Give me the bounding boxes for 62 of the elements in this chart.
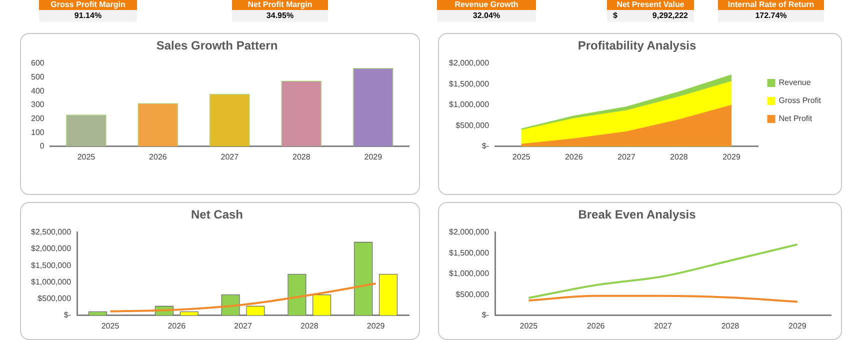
x-tick-label: 2029 (788, 321, 807, 330)
y-tick-label: $1,000,000 (448, 100, 490, 110)
legend-label: Revenue (778, 78, 812, 88)
category-label: Gross Profit Margin (39, 0, 137, 10)
x-tick-label: 2027 (234, 321, 252, 330)
x-tick-label: 2029 (366, 321, 386, 330)
y-tick-label: $500,000 (456, 290, 490, 299)
x-tick-label: 2026 (564, 152, 584, 162)
chart-title: Break Even Analysis (578, 208, 696, 222)
y-tick-label: 0 (40, 142, 45, 151)
text: 91.14% (39, 10, 137, 22)
x-tick-label: 2027 (220, 152, 240, 162)
y-tick-label: $- (482, 142, 490, 151)
y-tick-label: 500 (30, 72, 45, 82)
y-tick-label: $2,000,000 (448, 58, 490, 68)
y-tick-label: $1,000,000 (30, 277, 72, 286)
y-tick-label: 200 (30, 114, 45, 123)
x-tick-label: 2029 (364, 152, 383, 162)
text: 34.95% (232, 10, 328, 22)
y-tick-label: $2,500,000 (30, 228, 72, 237)
x-tick-label: 2026 (149, 152, 168, 162)
chart-title: Profitability Analysis (578, 38, 696, 53)
y-tick-label: $500,000 (456, 120, 490, 130)
x-tick-label: 2028 (721, 321, 740, 330)
y-tick-label: $1,500,000 (30, 260, 72, 270)
x-tick-label: 2029 (722, 152, 741, 162)
legend-label: Net Profit (778, 114, 813, 124)
y-tick-label: $2,000,000 (30, 244, 72, 254)
y-tick-label: $- (482, 310, 490, 320)
y-tick-label: 300 (30, 100, 45, 110)
category-label: Net Profit Margin (232, 0, 328, 10)
x-tick-label: 2025 (520, 321, 538, 330)
x-tick-label: 2028 (300, 321, 319, 330)
x-tick-label: 2028 (292, 152, 311, 162)
y-tick-label: $1,500,000 (448, 79, 490, 88)
y-tick-label: $- (64, 310, 72, 320)
x-tick-label: 2026 (168, 321, 186, 330)
text: $ 9,292,222 (613, 11, 688, 20)
x-tick-label: 2028 (670, 152, 688, 162)
y-tick-label: $500,000 (38, 294, 72, 304)
chart-title: Net Cash (190, 208, 244, 222)
x-tick-label: 2025 (101, 321, 120, 330)
x-tick-label: 2025 (77, 152, 96, 162)
line-series (528, 243, 798, 299)
y-tick-label: $1,500,000 (448, 248, 490, 258)
legend-label: Gross Profit (778, 96, 822, 106)
x-tick-label: 2027 (654, 321, 672, 330)
x-tick-label: 2025 (512, 152, 531, 162)
y-tick-label: 600 (30, 58, 45, 68)
y-tick-label: 100 (30, 128, 45, 137)
chart-title: Sales Growth Pattern (156, 38, 278, 53)
x-tick-label: 2027 (618, 152, 636, 162)
y-tick-label: 400 (30, 86, 45, 96)
category-label: Net Present Value (607, 0, 694, 10)
y-tick-label: $1,000,000 (448, 269, 490, 278)
category-label: Internal Rate of Return (718, 0, 824, 10)
text: 172.74% (718, 10, 824, 22)
x-tick-label: 2026 (586, 321, 606, 330)
line-series (109, 282, 377, 312)
text: 32.04% (437, 10, 536, 22)
category-label: Revenue Growth (437, 0, 536, 10)
y-tick-label: $2,000,000 (448, 228, 490, 237)
